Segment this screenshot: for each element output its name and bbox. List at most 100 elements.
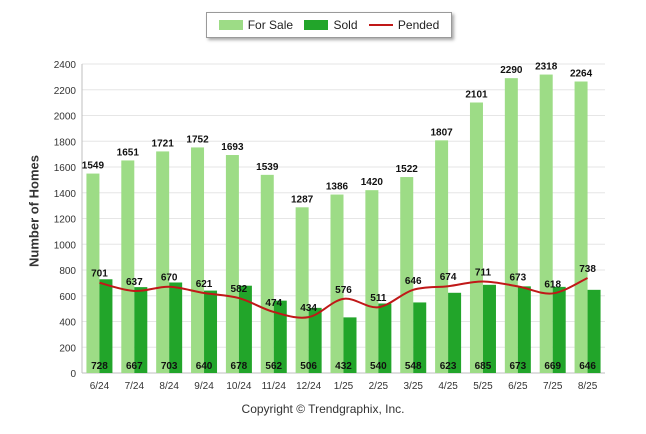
legend-label-sold: Sold	[333, 18, 358, 32]
legend-label-for-sale: For Sale	[247, 18, 294, 32]
bar-for-sale	[260, 174, 274, 373]
y-tick-label: 2200	[54, 86, 77, 97]
bar-sold	[273, 300, 287, 373]
y-tick-label: 800	[59, 266, 76, 277]
x-tick-label: 8/24	[159, 381, 179, 392]
data-label-sold: 669	[544, 361, 561, 372]
x-tick-label: 2/25	[369, 381, 389, 392]
data-label-for-sale: 1807	[430, 127, 453, 138]
data-label-for-sale: 1721	[152, 138, 175, 149]
data-label-for-sale: 1420	[361, 177, 384, 188]
y-tick-label: 1800	[54, 137, 77, 148]
data-label-pended: 674	[440, 272, 457, 283]
x-tick-label: 6/25	[508, 381, 528, 392]
bar-for-sale	[435, 140, 449, 373]
y-tick-label: 1200	[54, 215, 77, 226]
bar-sold	[238, 285, 252, 373]
bar-sold	[448, 292, 462, 373]
data-label-for-sale: 2264	[570, 69, 593, 80]
bar-for-sale	[121, 160, 135, 373]
data-label-pended: 701	[91, 269, 108, 280]
bar-for-sale	[191, 147, 205, 373]
data-label-for-sale: 1539	[256, 162, 279, 173]
data-label-sold: 506	[300, 361, 317, 372]
line-pended	[99, 277, 588, 319]
x-tick-label: 9/24	[194, 381, 214, 392]
bar-for-sale	[365, 190, 379, 373]
data-label-pended: 738	[579, 264, 596, 275]
y-tick-label: 200	[59, 343, 76, 354]
x-tick-label: 1/25	[334, 381, 354, 392]
data-label-sold: 562	[265, 361, 282, 372]
data-label-pended: 474	[265, 298, 282, 309]
data-label-sold: 678	[231, 361, 248, 372]
x-tick-label: 7/24	[125, 381, 145, 392]
x-tick-label: 11/24	[262, 381, 287, 392]
legend-swatch-sold	[304, 20, 329, 30]
legend-label-pended: Pended	[397, 18, 440, 32]
data-label-for-sale: 1287	[291, 194, 314, 205]
bar-sold	[413, 302, 427, 373]
y-tick-label: 400	[59, 318, 76, 329]
data-label-for-sale: 1693	[221, 142, 244, 153]
y-tick-label: 2400	[54, 60, 77, 71]
bar-for-sale	[539, 74, 553, 374]
data-label-pended: 511	[370, 293, 387, 304]
bar-for-sale	[469, 102, 483, 373]
bar-sold	[517, 286, 531, 373]
data-label-pended: 637	[126, 277, 143, 288]
x-tick-label: 3/25	[403, 381, 423, 392]
bar-sold	[308, 307, 322, 373]
data-label-sold: 703	[161, 361, 178, 372]
data-label-for-sale: 1522	[396, 164, 419, 175]
data-label-sold: 646	[579, 361, 596, 372]
bar-for-sale	[330, 194, 344, 373]
y-tick-label: 1400	[54, 189, 77, 200]
data-label-for-sale: 1651	[117, 147, 140, 158]
x-tick-label: 5/25	[473, 381, 493, 392]
y-tick-label: 1600	[54, 163, 77, 174]
bar-sold	[378, 303, 392, 373]
data-label-pended: 670	[161, 273, 178, 284]
bar-sold	[343, 317, 357, 373]
bar-for-sale	[225, 155, 239, 373]
data-label-sold: 640	[196, 361, 213, 372]
x-tick-label: 6/24	[90, 381, 110, 392]
data-label-sold: 728	[91, 361, 108, 372]
data-label-sold: 540	[370, 361, 387, 372]
y-tick-label: 0	[70, 369, 76, 380]
legend-swatch-for-sale	[218, 20, 243, 30]
bar-sold	[204, 290, 218, 373]
bar-for-sale	[400, 177, 414, 373]
data-label-pended: 621	[196, 279, 213, 290]
legend: For Sale Sold Pended	[206, 12, 452, 38]
data-label-sold: 685	[475, 361, 492, 372]
bar-sold	[134, 287, 148, 373]
data-label-pended: 434	[300, 303, 317, 314]
x-tick-label: 10/24	[226, 381, 251, 392]
data-label-sold: 673	[509, 361, 526, 372]
bar-for-sale	[156, 151, 170, 373]
data-label-for-sale: 1752	[186, 134, 209, 145]
legend-item-for-sale: For Sale	[218, 18, 294, 32]
data-label-for-sale: 1386	[326, 182, 349, 193]
data-label-for-sale: 2101	[465, 89, 488, 100]
data-label-for-sale: 1549	[82, 161, 105, 172]
data-label-pended: 582	[231, 284, 248, 295]
x-tick-label: 7/25	[543, 381, 563, 392]
data-label-pended: 618	[544, 279, 561, 290]
bar-for-sale	[574, 81, 588, 373]
data-label-pended: 711	[475, 267, 492, 278]
data-label-pended: 646	[405, 276, 422, 287]
bar-sold	[587, 289, 601, 373]
bar-for-sale	[86, 173, 100, 373]
data-label-pended: 673	[509, 272, 526, 283]
data-label-for-sale: 2318	[535, 62, 558, 73]
legend-swatch-pended	[368, 24, 393, 26]
legend-item-sold: Sold	[304, 18, 358, 32]
data-label-sold: 432	[335, 361, 352, 372]
bar-for-sale	[504, 78, 518, 373]
y-tick-label: 1000	[54, 240, 77, 251]
